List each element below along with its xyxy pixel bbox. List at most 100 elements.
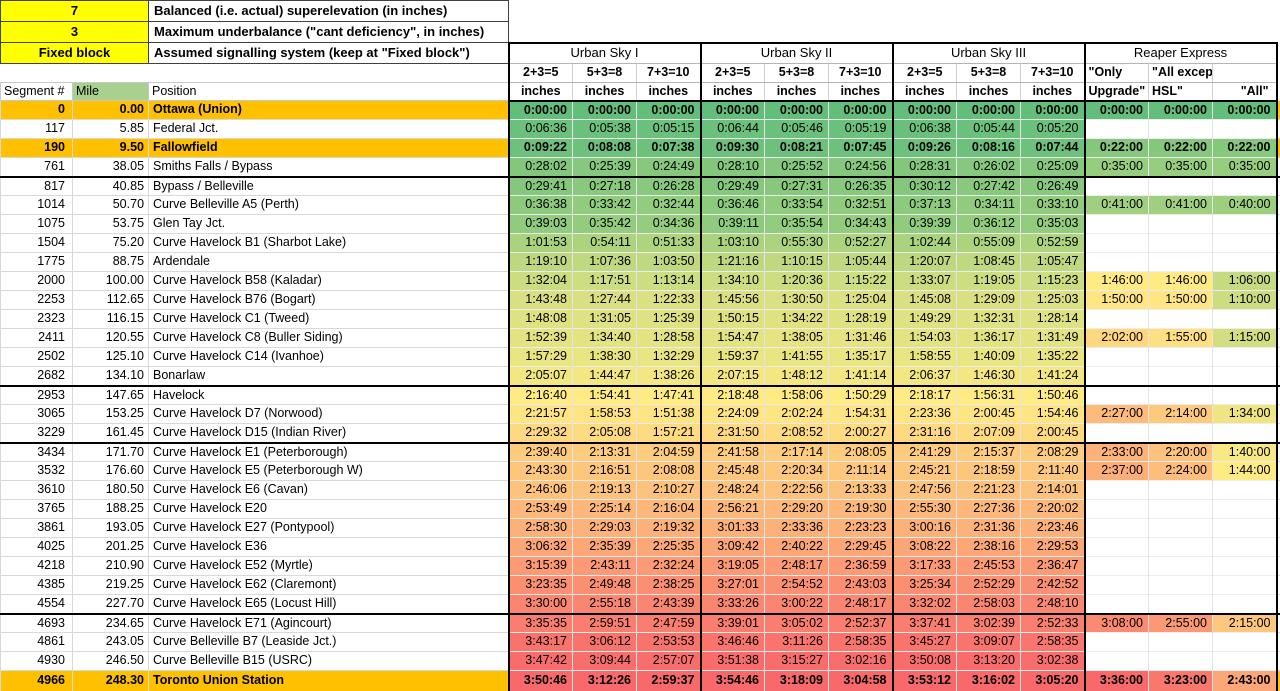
time-cell[interactable]: 2:38:16 <box>956 537 1022 557</box>
time-cell[interactable]: 0:06:36 <box>507 119 574 139</box>
time-cell[interactable]: 1:34:40 <box>572 328 638 348</box>
time-cell[interactable]: 1:28:58 <box>636 328 702 348</box>
time-cell[interactable]: 2:43:30 <box>507 461 574 481</box>
time-cell[interactable]: 1:17:51 <box>572 271 638 291</box>
subcolumn-header[interactable]: 5+3=8 <box>572 63 638 83</box>
time-cell[interactable]: 3:05:20 <box>1020 670 1086 691</box>
time-cell[interactable]: 3:15:27 <box>764 651 830 671</box>
time-cell[interactable]: 3:23:35 <box>507 575 574 595</box>
time-cell[interactable]: 2:10:27 <box>636 480 702 500</box>
mile-cell[interactable]: 219.25 <box>72 575 150 595</box>
time-cell[interactable]: 0:27:18 <box>572 176 638 196</box>
time-cell[interactable]: 3:00:22 <box>764 594 830 615</box>
time-cell[interactable] <box>1083 499 1150 519</box>
segment-cell[interactable]: 117 <box>0 119 73 139</box>
position-cell[interactable]: Curve Havelock E62 (Claremont) <box>148 575 509 595</box>
time-cell[interactable]: 0:29:41 <box>507 176 574 196</box>
time-cell[interactable]: 2:43:03 <box>828 575 894 595</box>
time-cell[interactable]: 0:07:44 <box>1020 138 1086 158</box>
time-cell[interactable] <box>1083 119 1150 139</box>
time-cell[interactable] <box>1148 499 1214 519</box>
time-cell[interactable]: 1:45:08 <box>891 290 958 310</box>
segment-cell[interactable]: 190 <box>0 138 73 158</box>
mile-cell[interactable]: 0.00 <box>72 100 150 120</box>
time-cell[interactable]: 0:39:39 <box>891 214 958 234</box>
time-cell[interactable]: 2:45:21 <box>891 461 958 481</box>
segment-cell[interactable]: 0 <box>0 100 73 120</box>
time-cell[interactable]: 2:48:10 <box>1020 594 1086 615</box>
column-group-header[interactable]: Urban Sky I <box>507 41 702 64</box>
time-cell[interactable]: 3:45:27 <box>891 632 958 652</box>
time-cell[interactable]: 3:16:02 <box>956 670 1022 691</box>
position-cell[interactable]: Curve Havelock D7 (Norwood) <box>148 404 509 424</box>
position-cell[interactable]: Bonarlaw <box>148 366 509 387</box>
position-cell[interactable]: Curve Havelock B1 (Sharbot Lake) <box>148 233 509 253</box>
position-cell[interactable]: Ardendale <box>148 252 509 272</box>
time-cell[interactable]: 0:33:54 <box>764 195 830 215</box>
time-cell[interactable]: 2:43:11 <box>572 556 638 576</box>
position-cell[interactable]: Curve Havelock E6 (Cavan) <box>148 480 509 500</box>
time-cell[interactable] <box>1148 537 1214 557</box>
time-cell[interactable]: 1:33:07 <box>891 271 958 291</box>
left-column-header[interactable]: Position <box>148 82 510 101</box>
time-cell[interactable]: 3:43:17 <box>507 632 574 652</box>
time-cell[interactable]: 2:53:53 <box>636 632 702 652</box>
position-cell[interactable]: Curve Havelock E1 (Peterborough) <box>148 442 509 462</box>
time-cell[interactable]: 0:35:54 <box>764 214 830 234</box>
time-cell[interactable]: 1:48:12 <box>764 366 830 387</box>
time-cell[interactable]: 1:07:36 <box>572 252 638 272</box>
time-cell[interactable]: 1:35:22 <box>1020 347 1086 367</box>
subcolumn-header-line2[interactable]: inches <box>956 82 1022 102</box>
segment-cell[interactable]: 2253 <box>0 290 73 310</box>
time-cell[interactable]: 3:17:33 <box>891 556 958 576</box>
time-cell[interactable]: 3:36:00 <box>1083 670 1150 691</box>
time-cell[interactable]: 3:25:34 <box>891 575 958 595</box>
segment-cell[interactable]: 1075 <box>0 214 73 234</box>
subcolumn-header[interactable] <box>1212 63 1278 83</box>
time-cell[interactable]: 2:16:51 <box>572 461 638 481</box>
time-cell[interactable] <box>1212 366 1278 387</box>
time-cell[interactable]: 1:54:47 <box>699 328 766 348</box>
position-cell[interactable]: Fallowfield <box>148 138 509 158</box>
time-cell[interactable]: 1:52:39 <box>507 328 574 348</box>
time-cell[interactable]: 2:21:57 <box>507 404 574 424</box>
position-cell[interactable]: Curve Havelock E65 (Locust Hill) <box>148 594 509 615</box>
column-group-header[interactable]: Urban Sky II <box>699 41 894 64</box>
mile-cell[interactable]: 38.05 <box>72 157 150 178</box>
mile-cell[interactable]: 147.65 <box>72 385 150 405</box>
time-cell[interactable]: 2:20:34 <box>764 461 830 481</box>
time-cell[interactable]: 1:15:22 <box>828 271 894 291</box>
time-cell[interactable]: 0:33:42 <box>572 195 638 215</box>
time-cell[interactable]: 1:31:49 <box>1020 328 1086 348</box>
time-cell[interactable]: 2:27:00 <box>1083 404 1150 424</box>
time-cell[interactable]: 2:53:49 <box>507 499 574 519</box>
time-cell[interactable]: 2:29:03 <box>572 518 638 538</box>
mile-cell[interactable]: 134.10 <box>72 366 150 387</box>
mile-cell[interactable]: 40.85 <box>72 176 150 196</box>
time-cell[interactable] <box>1212 176 1278 196</box>
mile-cell[interactable]: 50.70 <box>72 195 150 215</box>
time-cell[interactable] <box>1083 556 1150 576</box>
time-cell[interactable]: 2:22:56 <box>764 480 830 500</box>
position-cell[interactable]: Curve Belleville B15 (USRC) <box>148 651 509 671</box>
time-cell[interactable]: 1:34:00 <box>1212 404 1278 424</box>
time-cell[interactable]: 1:38:26 <box>636 366 702 387</box>
time-cell[interactable] <box>1212 347 1278 367</box>
subcolumn-header-line2[interactable]: inches <box>764 82 830 102</box>
time-cell[interactable]: 0:52:59 <box>1020 233 1086 253</box>
time-cell[interactable]: 1:20:07 <box>891 252 958 272</box>
time-cell[interactable]: 3:13:20 <box>956 651 1022 671</box>
time-cell[interactable]: 3:05:02 <box>764 613 830 633</box>
time-cell[interactable] <box>1148 632 1214 652</box>
subcolumn-header-line2[interactable]: inches <box>699 82 766 102</box>
subcolumn-header[interactable]: 2+3=5 <box>891 63 958 83</box>
time-cell[interactable]: 1:01:53 <box>507 233 574 253</box>
subcolumn-header[interactable]: 2+3=5 <box>507 63 574 83</box>
time-cell[interactable]: 2:05:08 <box>572 423 638 444</box>
time-cell[interactable]: 1:50:46 <box>1020 385 1086 405</box>
time-cell[interactable]: 2:55:30 <box>891 499 958 519</box>
time-cell[interactable]: 2:25:35 <box>636 537 702 557</box>
time-cell[interactable] <box>1148 214 1214 234</box>
time-cell[interactable]: 0:06:44 <box>699 119 766 139</box>
time-cell[interactable]: 2:48:24 <box>699 480 766 500</box>
